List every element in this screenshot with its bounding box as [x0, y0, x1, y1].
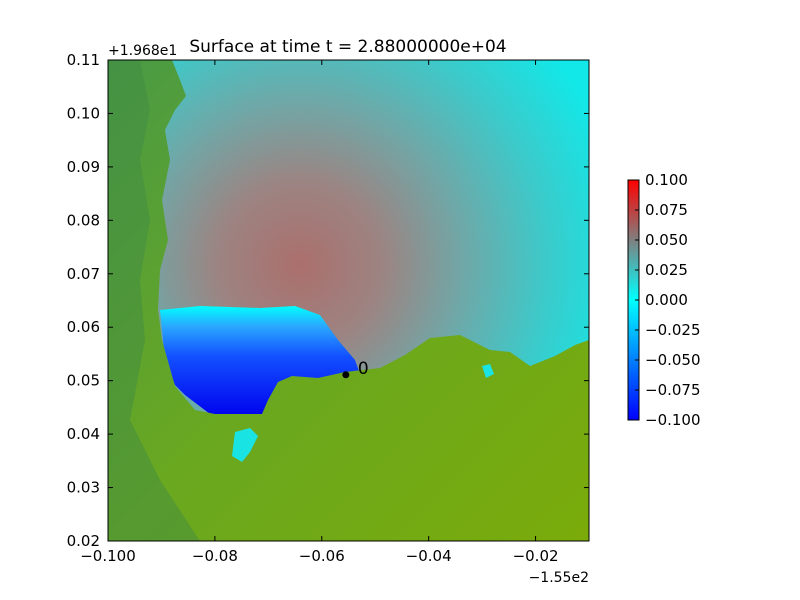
colorbar-tick-label: −0.100 — [645, 411, 701, 429]
chart-title: Surface at time t = 2.88000000e+04 — [189, 37, 506, 57]
x-tick-label: −0.02 — [513, 547, 559, 565]
x-tick-label: −0.06 — [299, 547, 345, 565]
y-tick-label: 0.10 — [67, 104, 100, 122]
negative-anomaly-region — [160, 306, 360, 418]
heatmap-area — [108, 60, 589, 541]
y-tick-label: 0.09 — [67, 158, 100, 176]
x-tick-label: −0.100 — [80, 547, 136, 565]
y-offset-label: +1.968e1 — [108, 43, 177, 59]
gauge-marker — [342, 371, 350, 379]
y-tick-label: 0.03 — [67, 479, 100, 497]
y-tick-label: 0.05 — [67, 372, 100, 390]
land-inland-shade — [108, 60, 200, 541]
inlet-cyan-small — [482, 364, 494, 378]
colorbar-tick-label: 0.100 — [645, 171, 688, 189]
y-tick-label: 0.11 — [67, 51, 100, 69]
y-tick-label: 0.07 — [67, 265, 100, 283]
y-tick-label: 0.06 — [67, 318, 100, 336]
colorbar-tick-label: −0.075 — [645, 381, 701, 399]
colorbar-tick-label: 0.050 — [645, 231, 688, 249]
y-tick-label: 0.08 — [67, 211, 100, 229]
axes-frame — [107, 59, 590, 542]
colorbar-ticks: 0.100 0.075 0.050 0.025 0.000 −0.025 −0.050 −0.… — [635, 171, 701, 429]
y-tick-label: 0.02 — [67, 532, 100, 550]
y-tick-label: 0.04 — [67, 425, 100, 443]
colorbar-tick-label: −0.050 — [645, 351, 701, 369]
x-tick-label: −0.08 — [192, 547, 238, 565]
colorbar-tick-label: −0.025 — [645, 321, 701, 339]
x-axis: −0.100 −0.08 −0.06 −0.04 −0.02 — [80, 60, 559, 565]
inlet-cyan — [232, 428, 258, 462]
land-west — [108, 60, 589, 541]
colorbar-tick-label: 0.025 — [645, 261, 688, 279]
x-tick-label: −0.04 — [406, 547, 452, 565]
y-axis: 0.02 0.03 0.04 0.05 0.06 0.07 0.08 0.09 0.10 0.11 — [67, 51, 589, 550]
colorbar-tick-label: 0.000 — [645, 291, 688, 309]
gauge-label: 0 — [358, 359, 369, 379]
x-offset-label: −1.55e2 — [529, 570, 589, 586]
colorbar-tick-label: 0.075 — [645, 201, 688, 219]
